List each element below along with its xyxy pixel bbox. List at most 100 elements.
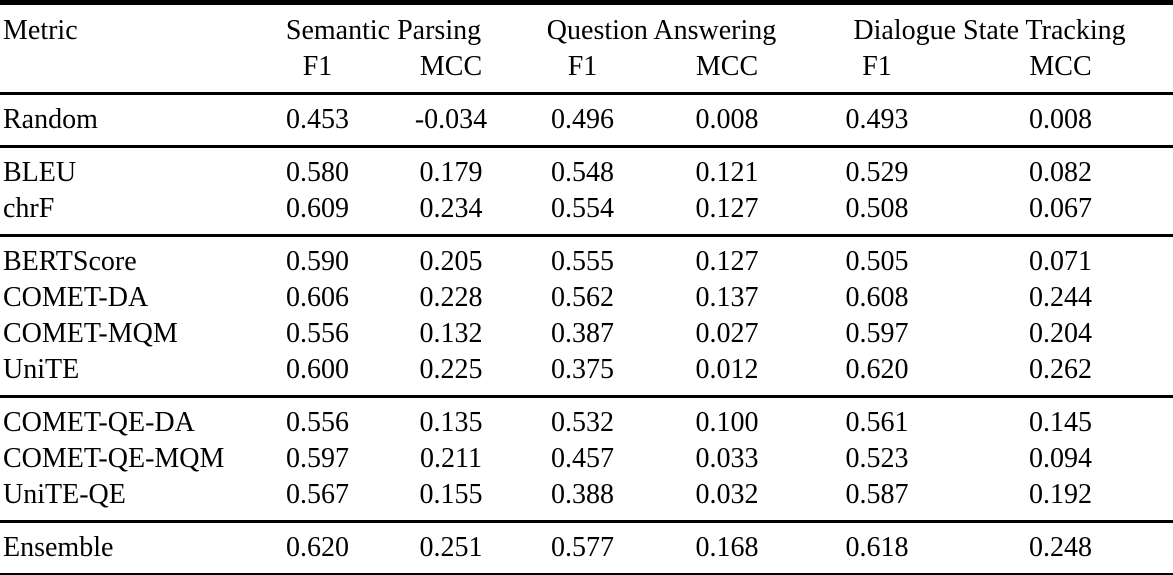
metric-name-cell: UniTE-QE — [3, 479, 126, 510]
metric-name-cell: UniTE — [3, 354, 80, 385]
value-cell: 0.375 — [551, 354, 615, 385]
value-cell: 0.561 — [845, 407, 909, 438]
value-cell: 0.127 — [695, 246, 759, 277]
value-cell: 0.155 — [419, 479, 483, 510]
column-group-dialogue-state-tracking: Dialogue State Tracking — [853, 15, 1126, 46]
value-cell: 0.597 — [286, 443, 349, 474]
subheader-qa-f1: F1 — [567, 51, 598, 82]
metric-name-cell: Ensemble — [3, 532, 114, 563]
value-cell: 0.620 — [286, 532, 349, 563]
table-row: COMET-MQM 0.556 0.132 0.387 0.027 0.597 0.204 — [0, 316, 1173, 352]
value-cell: 0.132 — [419, 318, 483, 349]
value-cell: 0.590 — [286, 246, 349, 277]
column-group-semantic-parsing: Semantic Parsing — [285, 15, 482, 46]
table-row: COMET-DA 0.606 0.228 0.562 0.137 0.608 0.244 — [0, 280, 1173, 316]
value-cell: 0.205 — [419, 246, 483, 277]
value-cell: 0.032 — [695, 479, 759, 510]
metric-name-cell: chrF — [3, 193, 55, 224]
column-header-metric: Metric — [3, 15, 78, 46]
subheader-dst-f1: F1 — [862, 51, 892, 82]
value-cell: 0.620 — [845, 354, 909, 385]
value-cell: 0.137 — [695, 282, 759, 313]
value-cell: 0.071 — [1029, 246, 1093, 277]
value-cell: 0.587 — [845, 479, 909, 510]
value-cell: 0.100 — [695, 407, 759, 438]
value-cell: 0.508 — [845, 193, 909, 224]
value-cell: 0.457 — [551, 443, 615, 474]
value-cell: 0.211 — [420, 443, 482, 474]
metric-name-cell: Random — [3, 104, 98, 135]
table-row: Random 0.453 -0.034 0.496 0.008 0.493 0.008 — [0, 94, 1173, 147]
metric-name-cell: COMET-MQM — [3, 318, 178, 349]
value-cell: 0.453 — [286, 104, 349, 135]
table-header: Metric Semantic Parsing Question Answeri… — [0, 3, 1173, 94]
value-cell: 0.012 — [695, 354, 759, 385]
table-group-3: COMET-QE-DA 0.556 0.135 0.532 0.100 0.561 0.14… — [0, 396, 1173, 522]
value-cell: 0.608 — [845, 282, 909, 313]
value-cell: 0.523 — [845, 443, 909, 474]
value-cell: 0.234 — [419, 193, 483, 224]
metric-name-cell: BERTScore — [3, 246, 137, 277]
header-sub-row: F1 MCC F1 MCC F1 MCC — [0, 49, 1173, 94]
value-cell: 0.033 — [695, 443, 759, 474]
table-row: UniTE-QE 0.567 0.155 0.388 0.032 0.587 0.192 — [0, 477, 1173, 522]
value-cell: 0.121 — [695, 157, 759, 188]
value-cell: 0.505 — [845, 246, 909, 277]
value-cell: 0.562 — [551, 282, 615, 313]
subheader-qa-mcc: MCC — [695, 51, 759, 82]
table-group-2: BERTScore 0.590 0.205 0.555 0.127 0.505 0.071 C… — [0, 235, 1173, 397]
value-cell: 0.127 — [695, 193, 759, 224]
subheader-sp-f1: F1 — [302, 51, 333, 82]
value-cell: 0.496 — [551, 104, 615, 135]
value-cell: 0.248 — [1029, 532, 1093, 563]
table-row: COMET-QE-DA 0.556 0.135 0.532 0.100 0.561 0.14… — [0, 397, 1173, 442]
value-cell: 0.008 — [695, 104, 759, 135]
metric-name-cell: COMET-QE-DA — [3, 407, 195, 438]
table-group-0: Random 0.453 -0.034 0.496 0.008 0.493 0.008 — [0, 93, 1173, 147]
table-group-4: Ensemble 0.620 0.251 0.577 0.168 0.618 0.248 — [0, 521, 1173, 575]
value-cell: 0.204 — [1029, 318, 1093, 349]
value-cell: 0.168 — [695, 532, 759, 563]
value-cell: 0.388 — [551, 479, 615, 510]
value-cell: 0.145 — [1029, 407, 1093, 438]
value-cell: 0.387 — [551, 318, 615, 349]
table-row: BLEU 0.580 0.179 0.548 0.121 0.529 0.082 — [0, 147, 1173, 192]
value-cell: 0.554 — [551, 193, 615, 224]
value-cell: 0.548 — [551, 157, 615, 188]
metric-name-cell: COMET-DA — [3, 282, 149, 313]
value-cell: 0.027 — [695, 318, 759, 349]
table-row: BERTScore 0.590 0.205 0.555 0.127 0.505 0.071 — [0, 236, 1173, 281]
value-cell: 0.606 — [286, 282, 349, 313]
table-row: Ensemble 0.620 0.251 0.577 0.168 0.618 0.248 — [0, 522, 1173, 575]
value-cell: 0.609 — [286, 193, 349, 224]
value-cell: 0.094 — [1029, 443, 1093, 474]
value-cell: 0.555 — [551, 246, 615, 277]
value-cell: 0.251 — [419, 532, 483, 563]
value-cell: 0.082 — [1029, 157, 1093, 188]
value-cell: 0.532 — [551, 407, 615, 438]
value-cell: 0.529 — [845, 157, 909, 188]
value-cell: 0.493 — [845, 104, 909, 135]
value-cell: 0.567 — [286, 479, 349, 510]
value-cell: 0.067 — [1029, 193, 1093, 224]
table-row: UniTE 0.600 0.225 0.375 0.012 0.620 0.262 — [0, 352, 1173, 397]
value-cell: 0.577 — [551, 532, 615, 563]
value-cell: 0.262 — [1029, 354, 1093, 385]
value-cell: -0.034 — [414, 104, 488, 135]
table-group-1: BLEU 0.580 0.179 0.548 0.121 0.529 0.082 chrF 0.… — [0, 146, 1173, 236]
metric-name-cell: BLEU — [3, 157, 77, 188]
column-group-question-answering: Question Answering — [546, 15, 777, 46]
value-cell: 0.556 — [286, 318, 349, 349]
header-group-row: Metric Semantic Parsing Question Answeri… — [0, 3, 1173, 50]
subheader-sp-mcc: MCC — [419, 51, 483, 82]
table-row: COMET-QE-MQM 0.597 0.211 0.457 0.033 0.523 0.0… — [0, 441, 1173, 477]
value-cell: 0.618 — [845, 532, 909, 563]
value-cell: 0.192 — [1029, 479, 1093, 510]
table-row: chrF 0.609 0.234 0.554 0.127 0.508 0.067 — [0, 191, 1173, 236]
value-cell: 0.228 — [419, 282, 483, 313]
value-cell: 0.179 — [419, 157, 483, 188]
value-cell: 0.008 — [1029, 104, 1093, 135]
value-cell: 0.556 — [286, 407, 349, 438]
